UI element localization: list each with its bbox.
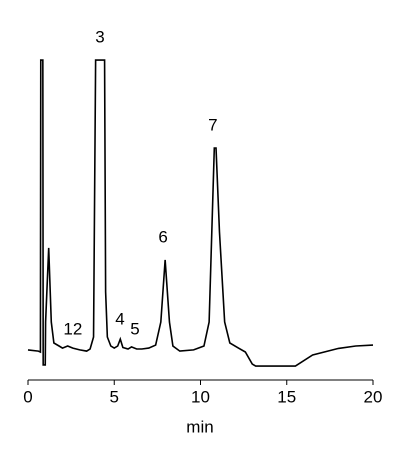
x-axis-label: min	[186, 417, 213, 436]
peak-label: 7	[208, 116, 217, 135]
peak-label: 12	[63, 320, 82, 339]
trace	[27, 59, 374, 367]
peak-label: 6	[158, 227, 167, 246]
x-tick-label: 20	[364, 387, 383, 406]
peak-label: 3	[95, 27, 104, 46]
x-tick-label: 0	[23, 387, 32, 406]
x-tick-label: 10	[191, 387, 210, 406]
peak-label: 4	[115, 309, 124, 328]
peak-label: 5	[130, 320, 139, 339]
x-tick-label: 5	[110, 387, 119, 406]
x-tick-label: 15	[277, 387, 296, 406]
